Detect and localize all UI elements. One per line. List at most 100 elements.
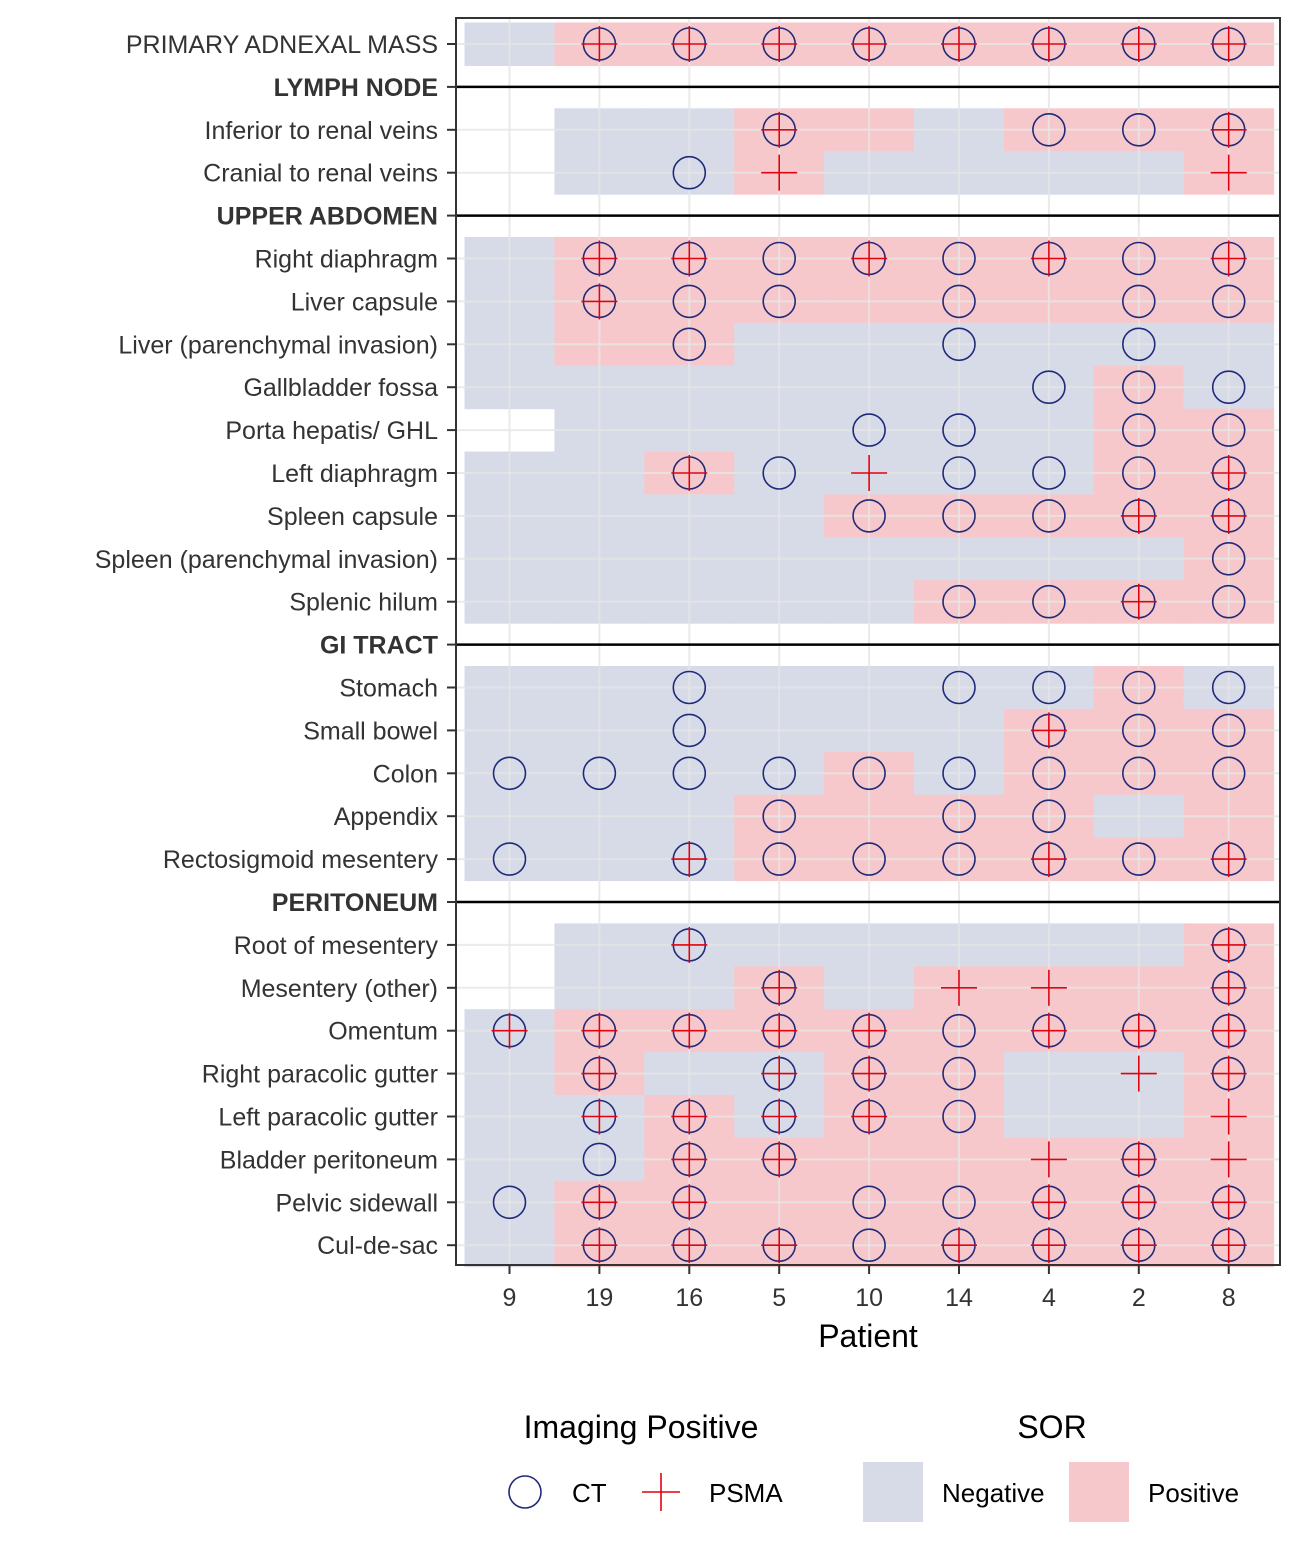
psma-marker: [671, 926, 708, 963]
psma-marker: [671, 455, 708, 491]
ct-marker: [942, 1056, 976, 1091]
psma-marker: [1030, 26, 1067, 62]
ct-marker: [582, 756, 617, 791]
row-label: Spleen capsule: [267, 503, 438, 531]
x-tick-label: 5: [772, 1284, 786, 1312]
row-label: Spleen (parenchymal invasion): [95, 546, 438, 574]
ct-marker: [1122, 413, 1156, 447]
legend-positive-swatch: [1069, 1462, 1129, 1522]
psma-marker: [671, 1227, 708, 1264]
psma-marker: [761, 1141, 798, 1178]
section-label: UPPER ABDOMEN: [217, 203, 438, 231]
psma-marker: [1210, 1055, 1247, 1092]
section-label: PERITONEUM: [272, 889, 438, 917]
psma-marker: [581, 240, 618, 277]
ct-marker: [672, 713, 707, 748]
x-tick-label: 10: [855, 1284, 883, 1312]
row-label: Appendix: [334, 803, 439, 831]
legend-negative-label: Negative: [942, 1478, 1045, 1508]
psma-marker: [1030, 240, 1067, 277]
ct-marker: [1122, 370, 1156, 405]
psma-marker: [1120, 1055, 1157, 1092]
psma-marker: [941, 1227, 977, 1264]
ct-marker: [942, 456, 976, 490]
psma-marker: [1210, 1012, 1247, 1049]
ct-marker: [1211, 370, 1246, 405]
row-label: Cranial to renal veins: [203, 160, 438, 188]
ct-marker: [1122, 670, 1156, 705]
ct-marker: [1032, 756, 1066, 791]
ct-marker: [942, 1099, 976, 1134]
ct-marker: [942, 670, 976, 705]
row-label: Rectosigmoid mesentery: [163, 846, 439, 874]
x-tick-label: 4: [1042, 1284, 1056, 1312]
psma-marker: [671, 841, 708, 878]
psma-marker: [1210, 26, 1247, 62]
row-label: Cul-de-sac: [317, 1232, 438, 1260]
ct-marker: [852, 413, 886, 447]
ct-marker: [762, 842, 797, 876]
ct-marker: [1122, 241, 1156, 276]
row-label: Left diaphragm: [271, 460, 438, 488]
psma-marker: [1210, 1227, 1247, 1264]
ct-marker: [1122, 327, 1156, 362]
psma-marker: [1210, 926, 1247, 963]
psma-marker: [1030, 1012, 1067, 1049]
ct-marker: [492, 756, 527, 791]
ct-marker: [852, 499, 886, 533]
ct-marker: [852, 842, 886, 876]
psma-marker: [941, 969, 977, 1006]
imaging-markers: [491, 26, 1247, 1264]
ct-marker: [492, 842, 527, 876]
psma-marker: [1210, 497, 1247, 534]
x-tick-label: 19: [585, 1284, 613, 1312]
ct-marker: [672, 155, 707, 190]
psma-marker: [1030, 712, 1067, 749]
ct-marker: [1122, 284, 1156, 319]
x-tick-label: 9: [503, 1284, 517, 1312]
ct-marker: [1211, 413, 1246, 447]
psma-marker: [761, 1055, 798, 1092]
psma-marker: [1120, 1012, 1157, 1049]
psma-marker: [761, 1098, 798, 1135]
psma-marker: [581, 1012, 618, 1049]
ct-marker: [672, 756, 707, 791]
section-dividers: [456, 85, 1280, 904]
psma-marker: [761, 26, 798, 62]
psma-marker: [761, 111, 798, 148]
ct-marker: [1032, 499, 1066, 533]
row-label: Pelvic sidewall: [275, 1189, 438, 1217]
row-label: Colon: [373, 760, 438, 788]
psma-marker: [851, 26, 888, 62]
legend-sor: SOR Negative Positive: [863, 1409, 1239, 1522]
ct-marker: [1032, 370, 1066, 405]
psma-marker: [1210, 1098, 1247, 1135]
ct-marker: [942, 1013, 976, 1048]
ct-marker: [1211, 670, 1246, 705]
ct-marker: [1032, 799, 1066, 834]
psma-marker: [1120, 1227, 1157, 1264]
ct-marker: [942, 842, 976, 876]
row-label: Liver capsule: [291, 288, 438, 316]
ct-marker: [1211, 284, 1246, 319]
ct-marker: [762, 241, 797, 276]
ct-marker: [1032, 584, 1066, 619]
psma-marker: [671, 1184, 708, 1221]
row-labels: PRIMARY ADNEXAL MASS LYMPH NODE Inferior t…: [95, 31, 456, 1260]
row-label: Porta hepatis/ GHL: [225, 417, 438, 445]
ct-marker: [942, 756, 976, 791]
row-label: Omentum: [328, 1018, 438, 1046]
legend-psma-label: PSMA: [709, 1478, 783, 1508]
ct-marker: [1211, 584, 1246, 619]
psma-marker: [761, 154, 798, 191]
ct-marker: [852, 1228, 886, 1262]
row-label: Stomach: [339, 675, 438, 703]
legend-imaging: Imaging Positive CT PSMA: [508, 1409, 783, 1511]
ct-marker: [672, 284, 707, 319]
psma-marker: [851, 1098, 888, 1135]
x-tick-label: 16: [675, 1284, 703, 1312]
psma-marker: [671, 26, 708, 62]
row-label: Left paracolic gutter: [218, 1104, 438, 1132]
ct-marker: [1122, 113, 1156, 147]
psma-marker: [851, 1055, 888, 1092]
